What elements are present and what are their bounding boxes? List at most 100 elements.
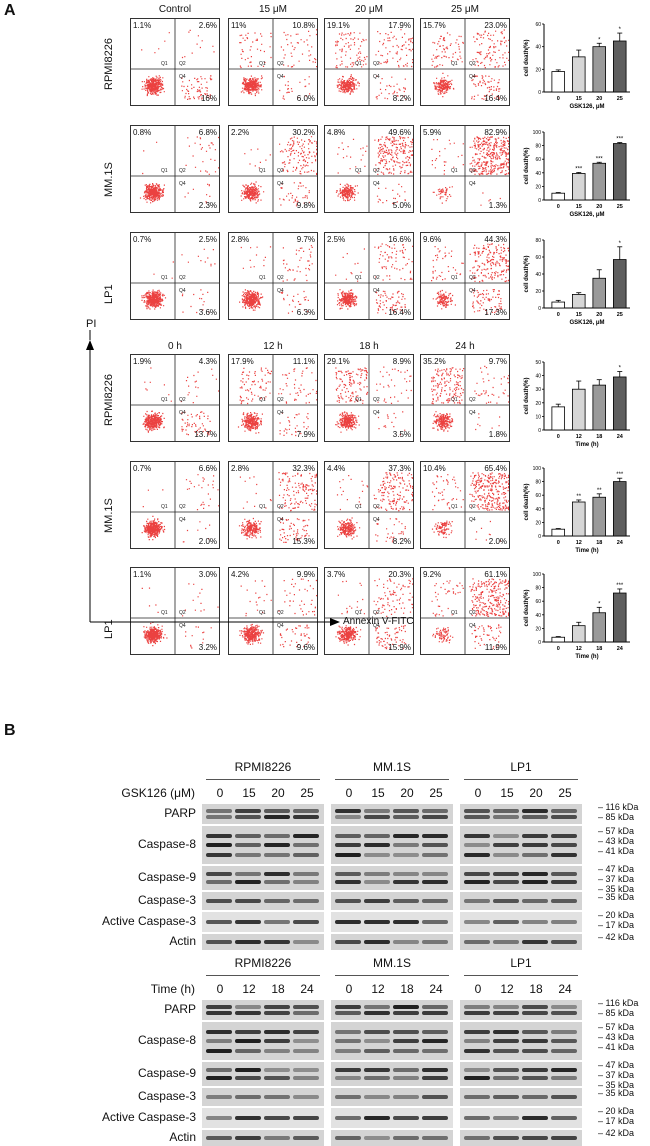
pct-lower-right: 8.2% xyxy=(392,94,411,103)
quadrant-label: Q4 xyxy=(469,288,476,294)
y-tick-label: 60 xyxy=(535,157,541,163)
blot-band xyxy=(493,1068,519,1072)
x-tick-label: 24 xyxy=(617,646,624,652)
blot-strip xyxy=(202,1062,324,1086)
blot-band xyxy=(293,833,319,838)
lane-number: 18 xyxy=(400,982,414,996)
blot-band xyxy=(493,899,519,903)
x-axis-label: GSK126, μM xyxy=(569,212,604,218)
flow-plot: Q1 Q2 Q4 10.4% 65.4% 2.0% xyxy=(420,461,510,549)
pct-upper-left: 29.1% xyxy=(327,357,350,366)
blot-band xyxy=(264,843,290,847)
blot-band xyxy=(364,920,390,924)
quadrant-label: Q2 xyxy=(179,610,186,616)
blot-band xyxy=(522,852,548,857)
blot-band xyxy=(422,1076,448,1080)
blot-band xyxy=(522,1011,548,1016)
blot-band xyxy=(493,872,519,876)
y-tick-label: 0 xyxy=(538,534,541,540)
x-tick-label: 0 xyxy=(557,540,560,546)
quadrant-label: Q1 xyxy=(355,504,362,510)
y-tick-label: 20 xyxy=(535,289,541,295)
blot-band xyxy=(335,872,361,876)
pct-upper-left: 3.7% xyxy=(327,570,346,579)
blot-band xyxy=(364,815,390,820)
y-tick-label: 80 xyxy=(535,586,541,592)
blot-band xyxy=(264,899,290,903)
pct-upper-right: 4.3% xyxy=(198,357,217,366)
blot-band xyxy=(422,852,448,857)
pct-lower-right: 2.0% xyxy=(198,537,217,546)
blot-strip xyxy=(202,1022,324,1060)
blot-band xyxy=(335,843,361,847)
y-tick-label: 80 xyxy=(535,480,541,486)
kda-marker: – 42 kDa xyxy=(598,932,635,942)
bar xyxy=(551,636,566,643)
flow-plot: Q1 Q2 Q4 11% 10.8% 6.0% xyxy=(228,18,318,106)
protein-label: Active Caspase-3 xyxy=(101,1110,196,1124)
protein-label: Caspase-9 xyxy=(137,1066,196,1080)
blot-band xyxy=(335,833,361,838)
y-tick-label: 40 xyxy=(535,374,541,380)
blot-band xyxy=(264,940,290,944)
blot-band xyxy=(364,1004,390,1009)
lane-number: 25 xyxy=(429,786,443,800)
blot-band xyxy=(393,1039,419,1043)
x-tick-label: 20 xyxy=(596,204,602,210)
flow-scatter: Q1 Q2 Q4 xyxy=(325,126,413,212)
protein-label: PARP xyxy=(164,1002,196,1016)
quadrant-label: Q4 xyxy=(277,517,284,523)
blot-band xyxy=(464,852,490,857)
x-tick-label: 25 xyxy=(617,312,623,318)
flow-plot: Q1 Q2 Q4 2.2% 30.2% 9.8% xyxy=(228,125,318,213)
blot-band xyxy=(551,815,577,820)
flow-scatter: Q1 Q2 Q4 xyxy=(131,126,219,212)
blot-band xyxy=(493,843,519,847)
lane-number: 25 xyxy=(300,786,314,800)
protein-label: Caspase-9 xyxy=(137,870,196,884)
panel-b-label: B xyxy=(4,722,16,739)
blot-band xyxy=(551,920,577,924)
quadrant-label: Q2 xyxy=(469,275,476,281)
blot-band xyxy=(464,815,490,820)
blot-band xyxy=(393,843,419,847)
quadrant-label: Q4 xyxy=(469,74,476,80)
blot-band xyxy=(264,1004,290,1009)
lane-number: 12 xyxy=(371,982,385,996)
x-tick-label: 12 xyxy=(576,434,582,440)
time-header: 24 h xyxy=(455,341,475,352)
blot-band xyxy=(293,920,319,924)
pct-upper-right: 9.9% xyxy=(296,570,315,579)
x-axis-label: GSK126, μM xyxy=(569,320,604,326)
blot-band xyxy=(551,1116,577,1120)
y-tick-label: 0 xyxy=(538,640,541,646)
sig-mark: *** xyxy=(616,137,624,143)
blot-band xyxy=(393,880,419,884)
blot-band xyxy=(422,1136,448,1140)
blot-band xyxy=(264,833,290,838)
flow-scatter: Q1 Q2 Q4 xyxy=(421,462,509,548)
blot-band xyxy=(522,1068,548,1072)
blot-band xyxy=(206,1095,232,1099)
blot-band xyxy=(364,1048,390,1053)
bar xyxy=(551,192,566,201)
quadrant-label: Q1 xyxy=(161,397,168,403)
kda-marker: – 20 kDa xyxy=(598,1106,635,1116)
y-tick-label: 100 xyxy=(533,572,542,578)
group-underline xyxy=(335,779,449,780)
blot-band xyxy=(335,808,361,813)
lane-number: 0 xyxy=(345,786,353,800)
pct-lower-right: 3.2% xyxy=(198,643,217,652)
blot-band xyxy=(464,1095,490,1099)
blot-band xyxy=(293,940,319,944)
x-tick-label: 25 xyxy=(617,204,623,210)
flow-plot: Q1 Q2 Q4 2.8% 32.3% 15.3% xyxy=(228,461,318,549)
blot-band xyxy=(264,852,290,857)
blot-band xyxy=(493,1048,519,1053)
blot-band xyxy=(422,1029,448,1034)
pct-upper-left: 0.8% xyxy=(133,128,152,137)
kda-marker: – 85 kDa xyxy=(598,812,635,822)
quadrant-label: Q2 xyxy=(373,397,380,403)
blot-band xyxy=(522,808,548,813)
y-tick-label: 80 xyxy=(535,144,541,150)
